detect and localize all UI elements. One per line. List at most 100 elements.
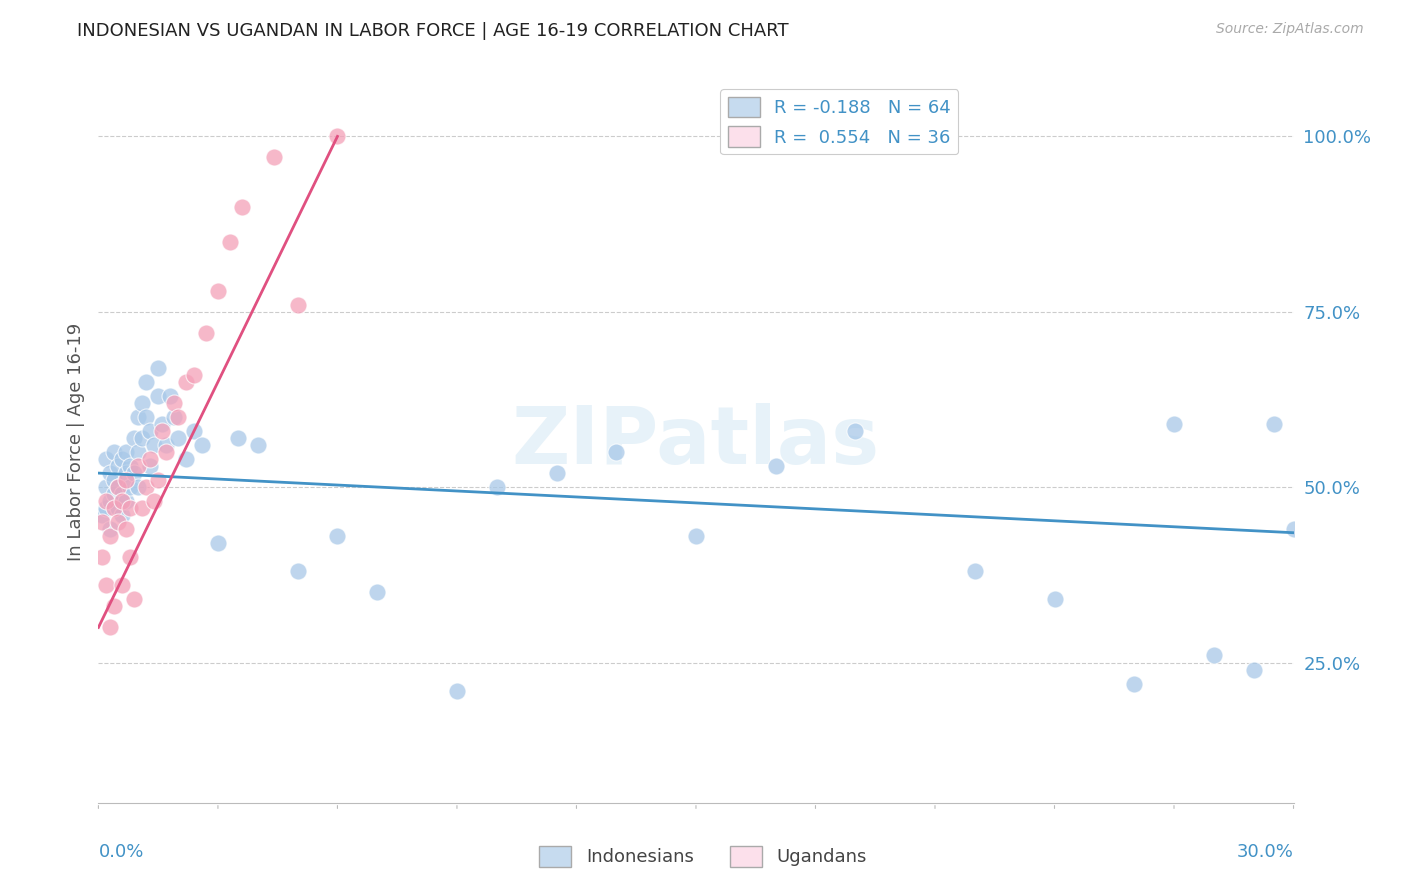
Point [115, 473, 138, 487]
Point [844, 424, 866, 438]
Point [120, 501, 142, 516]
Point [685, 529, 707, 543]
Point [226, 431, 249, 445]
Point [103, 487, 125, 501]
Point [103, 445, 125, 459]
Point [135, 409, 157, 424]
Point [326, 529, 349, 543]
Point [111, 494, 134, 508]
Legend: R = -0.188   N = 64, R =  0.554   N = 36: R = -0.188 N = 64, R = 0.554 N = 36 [720, 89, 959, 154]
Point [163, 396, 186, 410]
Point [1263, 417, 1285, 431]
Point [111, 487, 134, 501]
Point [246, 438, 269, 452]
Point [135, 480, 157, 494]
Point [605, 445, 627, 459]
Point [98, 529, 122, 543]
Point [120, 550, 142, 565]
Point [115, 494, 138, 508]
Point [139, 424, 162, 438]
Y-axis label: In Labor Force | Age 16-19: In Labor Force | Age 16-19 [66, 322, 84, 561]
Point [963, 564, 986, 578]
Point [135, 375, 157, 389]
Legend: Indonesians, Ugandans: Indonesians, Ugandans [531, 838, 875, 874]
Point [155, 438, 177, 452]
Point [1123, 676, 1146, 690]
Point [1043, 592, 1066, 607]
Point [765, 459, 787, 474]
Point [107, 501, 129, 516]
Point [131, 396, 153, 410]
Point [103, 473, 125, 487]
Point [326, 129, 349, 144]
Point [103, 599, 125, 614]
Point [183, 424, 205, 438]
Point [143, 438, 166, 452]
Point [98, 620, 122, 634]
Point [1163, 417, 1185, 431]
Point [191, 438, 214, 452]
Point [183, 368, 205, 382]
Point [120, 480, 142, 494]
Point [96, 501, 118, 516]
Point [96, 494, 118, 508]
Point [167, 409, 190, 424]
Point [96, 452, 118, 467]
Point [96, 480, 118, 494]
Point [103, 501, 125, 516]
Point [98, 522, 122, 536]
Point [163, 409, 186, 424]
Point [124, 592, 146, 607]
Point [1282, 522, 1305, 536]
Point [366, 585, 388, 599]
Point [98, 494, 122, 508]
Point [159, 389, 181, 403]
Point [127, 409, 149, 424]
Point [287, 564, 309, 578]
Point [195, 326, 218, 340]
Point [91, 550, 114, 565]
Point [148, 473, 170, 487]
Text: ZIPatlas: ZIPatlas [512, 402, 880, 481]
Point [111, 508, 134, 523]
Point [1202, 648, 1225, 663]
Point [111, 452, 134, 467]
Point [167, 431, 190, 445]
Point [115, 466, 138, 480]
Point [546, 466, 568, 480]
Point [446, 683, 468, 698]
Point [219, 235, 242, 249]
Point [139, 452, 162, 467]
Point [131, 501, 153, 516]
Text: 30.0%: 30.0% [1237, 843, 1294, 861]
Point [107, 515, 129, 529]
Point [150, 417, 173, 431]
Point [96, 578, 118, 592]
Point [287, 298, 309, 312]
Text: 0.0%: 0.0% [98, 843, 143, 861]
Point [127, 459, 149, 474]
Point [91, 508, 114, 523]
Point [131, 431, 153, 445]
Point [127, 445, 149, 459]
Point [485, 480, 508, 494]
Point [127, 480, 149, 494]
Point [91, 515, 114, 529]
Point [120, 459, 142, 474]
Point [1243, 663, 1265, 677]
Text: INDONESIAN VS UGANDAN IN LABOR FORCE | AGE 16-19 CORRELATION CHART: INDONESIAN VS UGANDAN IN LABOR FORCE | A… [77, 22, 789, 40]
Point [174, 375, 197, 389]
Point [107, 480, 129, 494]
Point [115, 445, 138, 459]
Point [148, 389, 170, 403]
Point [124, 466, 146, 480]
Point [263, 151, 285, 165]
Point [139, 459, 162, 474]
Point [207, 536, 229, 550]
Point [107, 480, 129, 494]
Point [124, 431, 146, 445]
Point [155, 445, 177, 459]
Point [98, 466, 122, 480]
Point [115, 522, 138, 536]
Point [231, 200, 253, 214]
